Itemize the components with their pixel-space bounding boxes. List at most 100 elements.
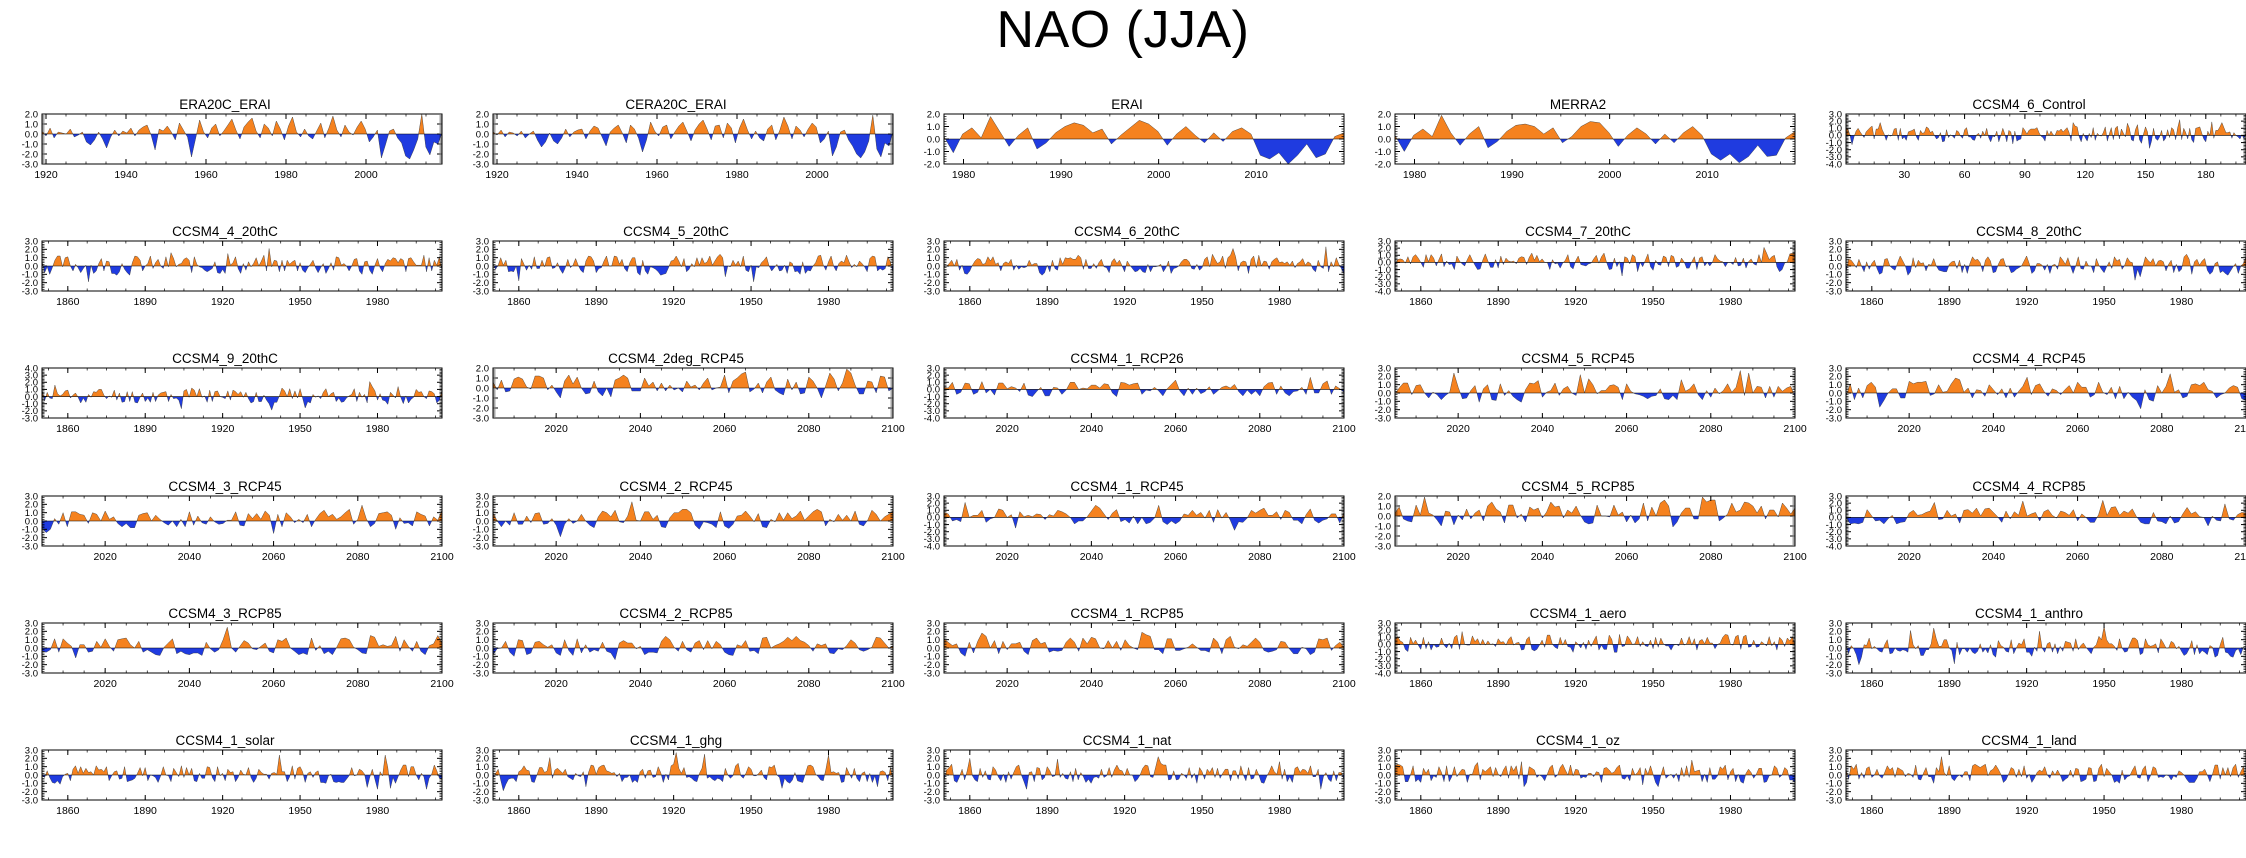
- negative-area: [1395, 775, 1795, 787]
- x-tick-label: 2060: [713, 423, 737, 435]
- y-tick-label: 2.0: [476, 245, 489, 256]
- y-tick-label: -3.0: [924, 668, 940, 679]
- positive-area: [1846, 626, 2246, 648]
- y-tick-label: -2.0: [22, 278, 38, 289]
- negative-area: [42, 648, 442, 658]
- x-tick-label: 1940: [565, 169, 589, 181]
- x-tick-label: 1950: [288, 805, 312, 817]
- x-tick-label: 1890: [1938, 805, 1962, 817]
- nao-chart: 2.01.00.0-1.0-2.0-3.0 2020 2040 2060 2080 210…: [1375, 491, 1807, 563]
- positive-area: [1846, 254, 2246, 266]
- y-tick-label: 0.0: [1829, 261, 1842, 272]
- positive-area: [42, 114, 442, 134]
- index-line: [41, 754, 443, 790]
- y-tick-label: -1.0: [1375, 397, 1391, 408]
- nao-chart: 3.02.01.00.0-1.0-2.0-3.0 1860 1890 1920 1950…: [22, 236, 443, 308]
- y-tick-label: 1.0: [1378, 122, 1391, 133]
- positive-area: [1846, 500, 2246, 518]
- y-tick-label: -2.0: [924, 787, 940, 798]
- x-tick-label: 1990: [1049, 169, 1073, 181]
- negative-area: [1395, 139, 1795, 163]
- index-line: [1394, 114, 1796, 164]
- y-tick-label: -1.0: [473, 139, 489, 150]
- y-tick-label: -1.0: [1826, 270, 1842, 281]
- panel-title: CCSM4_1_RCP85: [1070, 606, 1184, 621]
- y-tick-label: 0.0: [25, 261, 38, 272]
- x-tick-label: 2040: [1982, 423, 2006, 435]
- y-tick-label: -1.0: [1826, 520, 1842, 531]
- x-tick-label: 2020: [1897, 551, 1921, 563]
- panel-ccsm4-9-20thc: CCSM4_9_20thC 4.0 3.0 2.0 1.0 0.0 -1.0 -2.0 -3.0…: [0, 351, 450, 476]
- plot-frame: [492, 367, 894, 419]
- y-tick-label: -2.0: [473, 278, 489, 289]
- y-tick-label: 1.0: [476, 635, 489, 646]
- y-tick-label: 3.0: [476, 618, 489, 629]
- y-tick-label: -3.0: [1826, 152, 1842, 163]
- negative-area: [1846, 517, 2246, 526]
- panel-ccsm4-1-solar: CCSM4_1_solar 3.0 2.0 1.0 0.0 -1.0 -2.0 -3.0 186…: [0, 733, 450, 858]
- x-tick-label: 1980: [2170, 678, 2194, 690]
- y-tick-label: 2.0: [1378, 754, 1391, 765]
- x-tick-label: 1980: [2170, 296, 2194, 308]
- x-tick-label: 2100: [1332, 423, 1356, 435]
- x-tick-label: 2100: [881, 423, 905, 435]
- positive-area: [493, 752, 893, 775]
- positive-area: [1395, 370, 1795, 393]
- plot-frame: [1845, 495, 2246, 547]
- x-tick-label: 1920: [1564, 296, 1588, 308]
- y-tick-label: -1.0: [924, 270, 940, 281]
- x-tick-label: 2060: [1615, 551, 1639, 563]
- y-tick-label: -2.0: [473, 149, 489, 160]
- x-tick-label: 2100: [1783, 423, 1807, 435]
- negative-area: [1395, 262, 1795, 276]
- negative-area: [944, 775, 1344, 790]
- y-tick-label: -1.0: [22, 652, 38, 663]
- y-tick-label: 3.0: [1378, 363, 1391, 374]
- x-tick-label: 2080: [2150, 423, 2174, 435]
- panel-ccsm4-8-20thc: CCSM4_8_20thC 3.0 2.0 1.0 0.0 -1.0 -2.0 -3.0 186…: [1804, 224, 2246, 349]
- y-tick-label: 0.0: [1378, 258, 1391, 269]
- y-tick-label: -4.0: [924, 413, 940, 424]
- positive-area: [1846, 119, 2246, 136]
- y-tick-label: -3.0: [1826, 534, 1842, 545]
- y-tick-label: -1.0: [1826, 138, 1842, 149]
- x-tick-label: 30: [1898, 169, 1910, 181]
- panel-ccsm4-5-20thc: CCSM4_5_20thC 3.0 2.0 1.0 0.0 -1.0 -2.0 -3.0 186…: [451, 224, 901, 349]
- positive-area: [1846, 373, 2246, 393]
- index-line: [1845, 756, 2246, 785]
- panel-title: CCSM4_1_ghg: [629, 733, 723, 748]
- y-tick-label: -1.0: [22, 270, 38, 281]
- y-tick-label: 2.0: [476, 754, 489, 765]
- x-tick-label: 1860: [1409, 678, 1433, 690]
- index-line: [1845, 119, 2246, 149]
- y-tick-label: 0.0: [1829, 131, 1842, 142]
- y-tick-label: 2.0: [476, 363, 489, 374]
- y-tick-label: 1.0: [927, 635, 940, 646]
- panel-ccsm4-6-20thc: CCSM4_6_20thC 3.0 2.0 1.0 0.0 -1.0 -2.0 -3.0 186…: [902, 224, 1352, 349]
- y-tick-label: -3.0: [22, 286, 38, 297]
- panel-title: CCSM4_2deg_RCP45: [608, 351, 744, 366]
- negative-area: [944, 389, 1344, 397]
- panel-ccsm4-1-anthro: CCSM4_1_anthro 3.0 2.0 1.0 0.0 -1.0 -2.0 -3.0 18…: [1804, 606, 2246, 731]
- x-tick-label: 2080: [1699, 423, 1723, 435]
- panel-erai: ERAI 2.0 1.0 0.0 -1.0 -2.0 1980 1990 2000 2010: [902, 97, 1352, 222]
- y-tick-label: 2.0: [25, 627, 38, 638]
- y-tick-label: 2.0: [1829, 627, 1842, 638]
- y-tick-label: -3.0: [924, 286, 940, 297]
- y-tick-label: 0.0: [1378, 388, 1391, 399]
- x-tick-label: 1860: [958, 805, 982, 817]
- x-tick-label: 1920: [662, 296, 686, 308]
- x-tick-label: 1890: [1938, 296, 1962, 308]
- x-tick-label: 1890: [585, 805, 609, 817]
- y-tick-label: 1.0: [927, 378, 940, 389]
- y-tick-label: -3.0: [22, 159, 38, 170]
- y-tick-label: 3.0: [1378, 745, 1391, 756]
- y-tick-label: 2.0: [927, 370, 940, 381]
- negative-area: [944, 517, 1344, 531]
- positive-area: [944, 632, 1344, 648]
- y-tick-label: -3.0: [1826, 668, 1842, 679]
- x-tick-label: 1860: [507, 805, 531, 817]
- x-tick-label: 2040: [1531, 423, 1555, 435]
- panel-ccsm4-1-rcp26: CCSM4_1_RCP26 3.0 2.0 1.0 0.0 -1.0 -2.0 -3.0 -4.…: [902, 351, 1356, 476]
- y-tick-label: -1.0: [473, 393, 489, 404]
